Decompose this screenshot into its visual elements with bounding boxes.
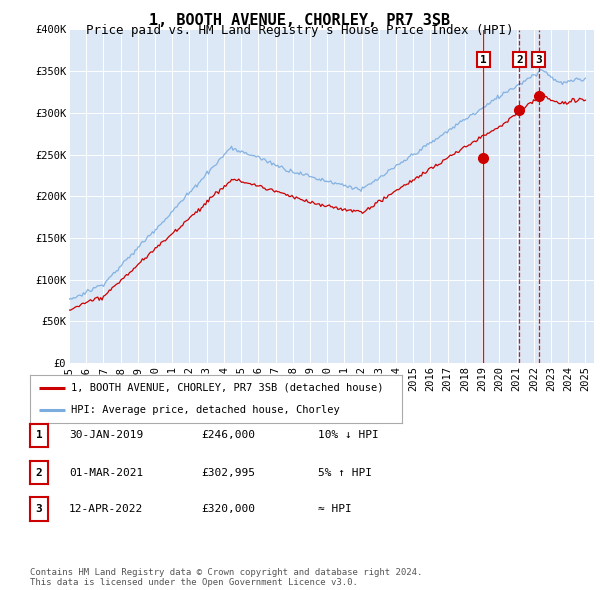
Text: Price paid vs. HM Land Registry's House Price Index (HPI): Price paid vs. HM Land Registry's House … [86, 24, 514, 37]
Text: ≈ HPI: ≈ HPI [318, 504, 352, 514]
Text: £302,995: £302,995 [201, 468, 255, 477]
Text: 12-APR-2022: 12-APR-2022 [69, 504, 143, 514]
Text: 01-MAR-2021: 01-MAR-2021 [69, 468, 143, 477]
Text: 2: 2 [516, 54, 523, 64]
Text: 2: 2 [35, 468, 43, 477]
Text: 1, BOOTH AVENUE, CHORLEY, PR7 3SB (detached house): 1, BOOTH AVENUE, CHORLEY, PR7 3SB (detac… [71, 383, 383, 393]
Text: 3: 3 [35, 504, 43, 514]
Text: Contains HM Land Registry data © Crown copyright and database right 2024.
This d: Contains HM Land Registry data © Crown c… [30, 568, 422, 587]
Text: 1: 1 [35, 431, 43, 440]
Text: 10% ↓ HPI: 10% ↓ HPI [318, 431, 379, 440]
Text: 3: 3 [535, 54, 542, 64]
Text: £320,000: £320,000 [201, 504, 255, 514]
Text: 1, BOOTH AVENUE, CHORLEY, PR7 3SB: 1, BOOTH AVENUE, CHORLEY, PR7 3SB [149, 13, 451, 28]
Text: 5% ↑ HPI: 5% ↑ HPI [318, 468, 372, 477]
Text: £246,000: £246,000 [201, 431, 255, 440]
Text: 1: 1 [480, 54, 487, 64]
Text: 30-JAN-2019: 30-JAN-2019 [69, 431, 143, 440]
Text: HPI: Average price, detached house, Chorley: HPI: Average price, detached house, Chor… [71, 405, 340, 415]
